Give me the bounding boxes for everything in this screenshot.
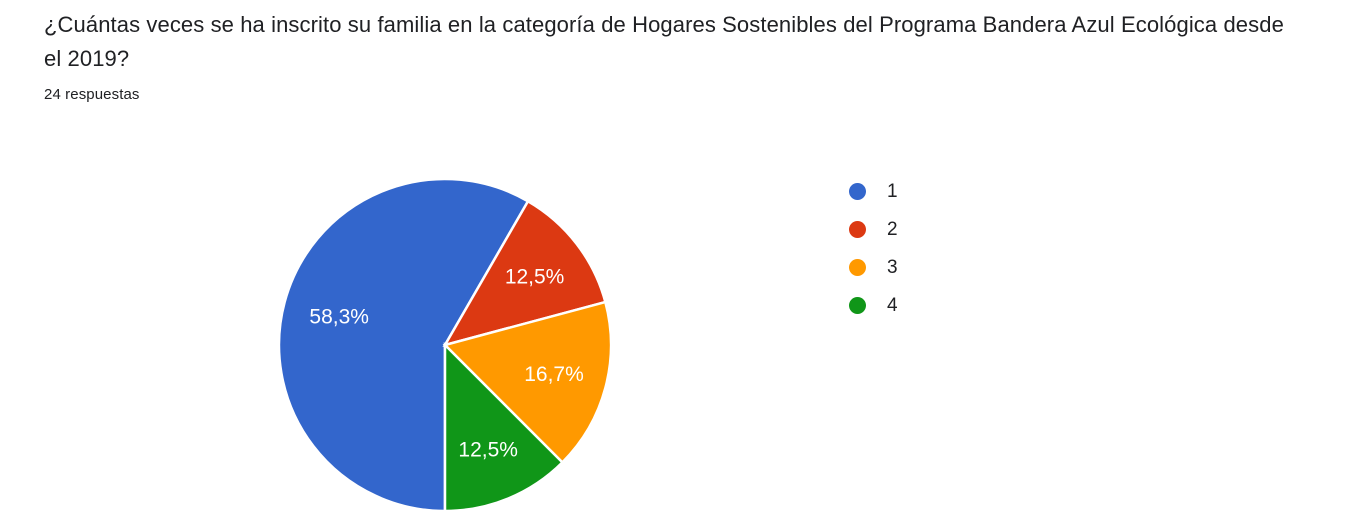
legend-color-dot-icon — [849, 182, 866, 200]
pie-slice[interactable] — [443, 341, 565, 513]
legend-color-dot-icon — [849, 296, 866, 314]
chart-legend: 1 2 3 4 — [849, 172, 1029, 324]
legend-item-label: 3 — [887, 256, 898, 278]
pie-slice[interactable] — [442, 300, 613, 465]
response-count: 24 respuestas — [44, 86, 140, 103]
legend-color-dot-icon — [849, 258, 866, 276]
pie-chart: 58,3% 12,5% 16,7% 12,5% 1 2 3 4 — [0, 140, 1353, 519]
legend-item-label: 2 — [887, 218, 898, 240]
pie-slice-label: 16,7% — [524, 363, 584, 386]
pie-slice[interactable] — [277, 177, 530, 513]
legend-item[interactable]: 2 — [849, 210, 1029, 248]
pie-slice-label: 12,5% — [505, 265, 565, 288]
pie-slice[interactable] — [442, 199, 607, 347]
legend-item[interactable]: 4 — [849, 286, 1029, 324]
pie-chart-svg: 58,3% 12,5% 16,7% 12,5% — [277, 177, 613, 513]
legend-item[interactable]: 1 — [849, 172, 1029, 210]
legend-color-dot-icon — [849, 220, 866, 238]
question-block: ¿Cuántas veces se ha inscrito su familia… — [44, 8, 1294, 106]
pie-slice-labels-group: 58,3% 12,5% 16,7% 12,5% — [309, 265, 583, 461]
legend-item-label: 4 — [887, 294, 898, 316]
pie-slices-group — [277, 177, 613, 513]
pie-slice-label: 12,5% — [458, 438, 518, 461]
page-title: ¿Cuántas veces se ha inscrito su familia… — [44, 12, 1291, 71]
legend-item-label: 1 — [887, 180, 898, 202]
pie-slice-label: 58,3% — [309, 306, 369, 329]
legend-item[interactable]: 3 — [849, 248, 1029, 286]
